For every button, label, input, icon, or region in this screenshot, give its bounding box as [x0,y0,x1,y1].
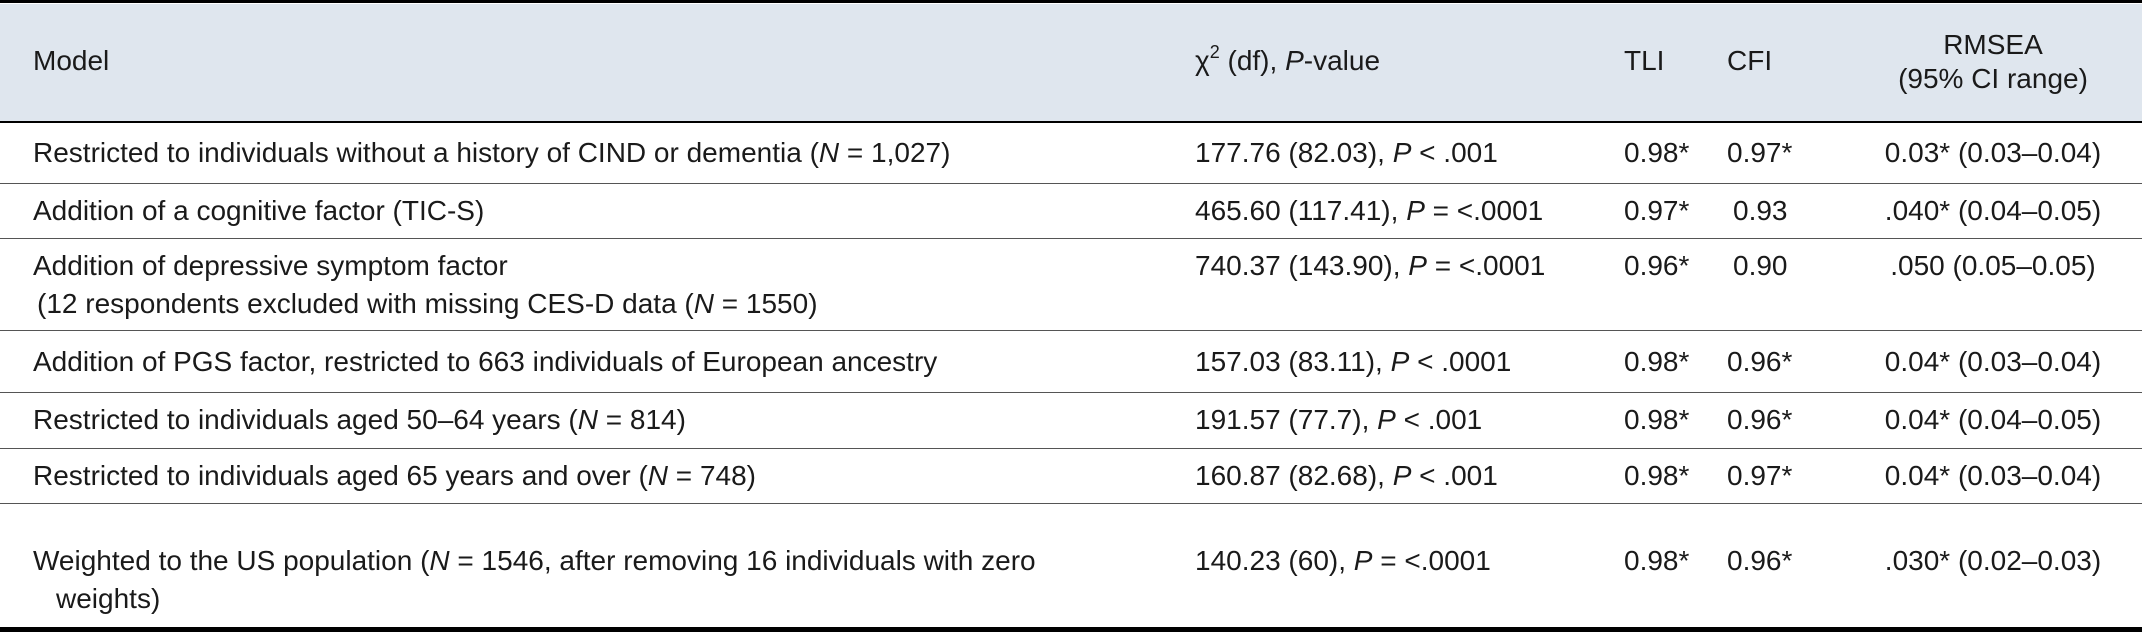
row-rmsea: 0.04* (0.04–0.05) [1884,404,2102,435]
row-cfi: 0.93 [1733,195,1788,226]
row-rmsea: .040* (0.04–0.05) [1884,195,2102,226]
header-cfi: CFI [1727,45,1773,76]
row-chi-square: 157.03 (83.11), P < .0001 [1195,346,1512,377]
row-tli: 0.98* [1624,346,1690,377]
row-tli: 0.98* [1624,545,1690,576]
row-chi-square: 465.60 (117.41), P = <.0001 [1195,195,1544,226]
table-row: Addition of depressive symptom factor (1… [0,239,2142,331]
row-tli: 0.98* [1624,137,1690,168]
row-model: Addition of PGS factor, restricted to 66… [33,346,938,377]
row-rmsea: 0.04* (0.03–0.04) [1884,346,2102,377]
row-cfi: 0.96* [1727,404,1793,435]
header-rmsea-line1: RMSEA [1943,29,2043,60]
row-cfi: 0.96* [1727,346,1793,377]
chi-symbol: χ [1195,45,1210,76]
row-rmsea: 0.03* (0.03–0.04) [1884,137,2102,168]
row-rmsea: .050 (0.05–0.05) [1890,250,2096,281]
row-rmsea: .030* (0.02–0.03) [1884,545,2102,576]
row-rmsea: 0.04* (0.03–0.04) [1884,460,2102,491]
table-header: Model χ2 (df), P-value TLI CFI RMSEA (95… [0,4,2142,123]
bottom-rule [0,627,2142,632]
row-cfi: 0.97* [1727,137,1793,168]
row-model-continuation: (12 respondents excluded with missing CE… [37,288,818,319]
table-row: Restricted to individuals without a hist… [0,123,2142,184]
top-rule [0,0,2142,3]
row-tli: 0.98* [1624,460,1690,491]
table-row: Addition of a cognitive factor (TIC-S) 4… [0,184,2142,239]
row-tli: 0.96* [1624,250,1690,281]
chi-value-label: -value [1303,45,1381,76]
row-tli: 0.97* [1624,195,1690,226]
row-tli: 0.98* [1624,404,1690,435]
row-cfi: 0.97* [1727,460,1793,491]
row-model: Addition of depressive symptom factor [33,250,508,281]
row-cfi: 0.96* [1727,545,1793,576]
table-row: Restricted to individuals aged 65 years … [0,449,2142,504]
table-row: Addition of PGS factor, restricted to 66… [0,331,2142,393]
header-chi-square: χ2 (df), P-value [1195,41,1381,78]
header-rmsea: RMSEA (95% CI range) [1868,28,2118,96]
row-model: Restricted to individuals aged 50–64 yea… [33,404,686,435]
row-model-continuation: weights) [56,583,161,614]
row-chi-square: 160.87 (82.68), P < .001 [1195,460,1498,491]
chi-df-label: (df), [1219,45,1286,76]
row-model: Restricted to individuals without a hist… [33,137,951,168]
row-model: Addition of a cognitive factor (TIC-S) [33,195,485,226]
row-chi-square: 177.76 (82.03), P < .001 [1195,137,1498,168]
table-row: Restricted to individuals aged 50–64 yea… [0,393,2142,449]
row-model: Weighted to the US population (N = 1546,… [33,545,1036,576]
row-chi-square: 740.37 (143.90), P = <.0001 [1195,250,1546,281]
header-tli: TLI [1624,45,1665,76]
header-model: Model [33,45,110,76]
row-model: Restricted to individuals aged 65 years … [33,460,756,491]
chi-superscript: 2 [1209,41,1220,62]
row-cfi: 0.90 [1733,250,1788,281]
row-chi-square: 140.23 (60), P = <.0001 [1195,545,1491,576]
table-row: Weighted to the US population (N = 1546,… [0,504,2142,626]
chi-p-label: P [1285,45,1304,76]
row-chi-square: 191.57 (77.7), P < .001 [1195,404,1483,435]
header-rmsea-line2: (95% CI range) [1898,63,2088,94]
